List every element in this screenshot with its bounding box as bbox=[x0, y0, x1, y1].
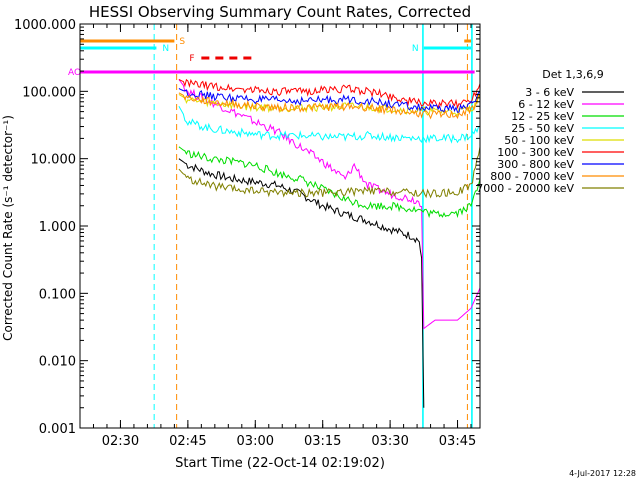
series-line-12-25-kev bbox=[178, 146, 481, 219]
legend-label-0: 3 - 6 keV bbox=[525, 86, 574, 99]
legend-label-5: 100 - 300 keV bbox=[497, 146, 574, 159]
y-axis-label: Corrected Count Rate (s⁻¹ detector⁻¹) bbox=[1, 115, 15, 341]
x-tick-label-5: 03:45 bbox=[439, 434, 476, 449]
legend-label-4: 50 - 100 keV bbox=[504, 134, 574, 147]
x-tick-label-3: 03:15 bbox=[304, 434, 341, 449]
series-line-100-300-kev bbox=[178, 78, 481, 110]
y-tick-label-0: 0.001 bbox=[39, 422, 76, 437]
y-tick-label-1: 0.010 bbox=[39, 355, 76, 370]
legend-label-1: 6 - 12 keV bbox=[518, 98, 574, 111]
y-tick-label-6: 1000.000 bbox=[14, 18, 76, 33]
series-line-300-800-kev bbox=[178, 88, 481, 113]
flag-label-0: S bbox=[179, 37, 185, 47]
legend-label-3: 25 - 50 keV bbox=[511, 122, 574, 135]
x-tick-label-4: 03:30 bbox=[371, 434, 408, 449]
legend-title: Det 1,3,6,9 bbox=[542, 68, 604, 81]
series-line-25-50-kev bbox=[178, 106, 481, 144]
series-line-800-7000-kev bbox=[178, 92, 481, 120]
series-line-6-12-kev bbox=[178, 79, 481, 330]
series-line-7000-20000-kev bbox=[178, 146, 481, 199]
x-tick-label-1: 02:45 bbox=[169, 434, 206, 449]
legend-label-7: 800 - 7000 keV bbox=[490, 170, 574, 183]
x-tick-label-2: 03:00 bbox=[237, 434, 274, 449]
y-tick-label-3: 1.000 bbox=[39, 220, 76, 235]
legend-label-8: 7000 - 20000 keV bbox=[476, 182, 574, 195]
series-line-3-6-kev bbox=[178, 158, 425, 408]
chart-title: HESSI Observing Summary Count Rates, Cor… bbox=[89, 3, 471, 21]
legend-label-6: 300 - 800 keV bbox=[497, 158, 574, 171]
x-tick-label-0: 02:30 bbox=[102, 434, 139, 449]
x-axis-label: Start Time (22-Oct-14 02:19:02) bbox=[175, 456, 385, 471]
flag-label-2: N bbox=[412, 44, 419, 54]
flag-label-4: AO bbox=[68, 68, 81, 78]
y-tick-label-4: 10.000 bbox=[31, 153, 77, 168]
flag-label-1: N bbox=[162, 44, 169, 54]
y-tick-label-5: 100.000 bbox=[22, 85, 76, 100]
flag-label-3: F bbox=[189, 54, 194, 64]
axes: 0.001 0.010 0.100 1.000 10.000 100.000 1000.00… bbox=[14, 18, 481, 449]
y-tick-label-2: 0.100 bbox=[39, 287, 76, 302]
footer-timestamp: 4-Jul-2017 12:28 bbox=[569, 469, 636, 478]
legend-label-2: 12 - 25 keV bbox=[511, 110, 574, 123]
